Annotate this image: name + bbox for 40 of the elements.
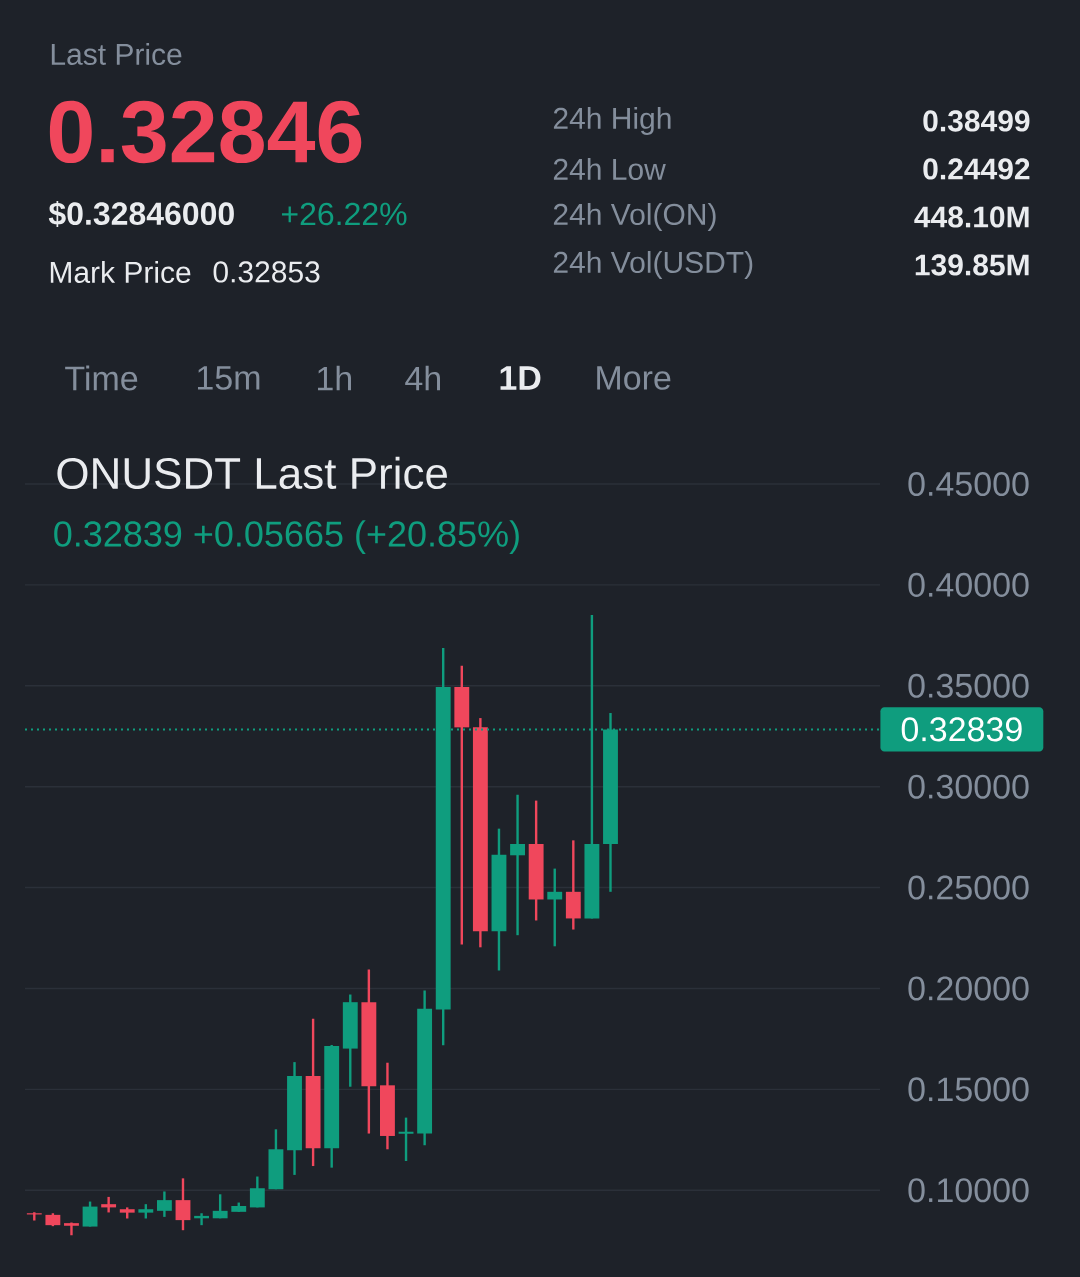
candlestick (510, 793, 525, 937)
candlestick (82, 1200, 98, 1228)
text: 0.32839 +0.05665 (+20.85%) (54, 520, 519, 554)
y-tick-label: 0.10000 (908, 1178, 1029, 1203)
text: Mark Price (50, 260, 191, 283)
text: 0.38499 (923, 110, 1030, 132)
candlestick (398, 1116, 414, 1163)
y-tick-label: 0.15000 (908, 1077, 1029, 1102)
text: 0.32846 (49, 100, 362, 164)
y-tick-label: 0.25000 (908, 875, 1029, 900)
text: 0.32853 (213, 261, 320, 283)
text: 24h Low (553, 157, 666, 180)
text: 1h (318, 365, 351, 391)
y-tick-label: 0.30000 (908, 774, 1029, 799)
text: 4h (405, 365, 440, 391)
text: Time (65, 365, 138, 391)
y-tick-label: 0.40000 (908, 572, 1029, 597)
text: 448.10M (914, 206, 1029, 228)
y-tick-label: 0.45000 (908, 471, 1029, 497)
text: Last Price (51, 42, 182, 65)
text: 139.85M (915, 254, 1029, 276)
candlestick (175, 1177, 191, 1232)
text: 0.24492 (923, 158, 1030, 180)
candlestick (156, 1190, 172, 1219)
y-tick-label: 0.20000 (908, 976, 1029, 1001)
y-tick-label: 0.35000 (908, 673, 1029, 698)
candlestick (249, 1175, 265, 1209)
candlestick (547, 867, 563, 948)
text: +26.22% (281, 202, 407, 226)
candlestick (212, 1193, 228, 1220)
text: 15m (198, 366, 260, 390)
text: 24h Vol(USDT) (553, 251, 753, 279)
text: 24h High (553, 107, 671, 135)
text: 24h Vol(ON) (553, 203, 716, 231)
text: 1D (500, 366, 541, 390)
chart-title: ONUSDT Last Price (57, 456, 447, 490)
ref-line-label: 0.32839 (901, 717, 1022, 742)
candlestick (101, 1195, 117, 1214)
text: $0.32846000 (48, 200, 234, 228)
text: More (597, 366, 671, 390)
